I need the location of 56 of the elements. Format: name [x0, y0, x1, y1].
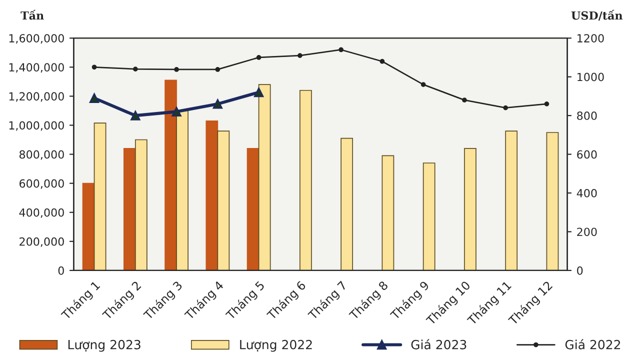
bar: [82, 182, 95, 270]
y-tick-label: 400,000: [19, 208, 64, 218]
bar: [134, 139, 148, 270]
point: [130, 110, 140, 120]
bar: [176, 110, 188, 270]
point: [132, 66, 138, 72]
y2-tick-label: 800: [577, 112, 597, 120]
point: [254, 87, 264, 98]
point: [212, 99, 223, 109]
legend-label: Lượng 2023: [68, 340, 140, 352]
point: [256, 55, 262, 60]
bar: [382, 155, 394, 270]
bar: [340, 138, 353, 270]
point: [380, 58, 385, 64]
bar: [464, 148, 476, 270]
y-tick-label: 1,400,000: [9, 63, 64, 73]
y2-axis-title: USD/tấn: [571, 10, 623, 21]
y2-tick-label: 1200: [578, 34, 604, 42]
bar: [123, 148, 136, 270]
bar: [217, 130, 230, 270]
point: [172, 106, 182, 117]
bar: [505, 130, 518, 270]
y2-tick-label: 400: [576, 188, 597, 198]
point: [420, 82, 426, 88]
bar: [258, 84, 271, 270]
point: [298, 53, 302, 58]
y2-tick-label: 200: [577, 228, 597, 236]
bar: [206, 120, 218, 270]
y-tick-label: 200,000: [20, 237, 64, 247]
legend-label: Lượng 2022: [240, 340, 312, 352]
y-tick-label: 0: [58, 266, 64, 275]
y2-tick-label: 0: [577, 266, 583, 275]
bar: [164, 80, 177, 270]
y-tick-label: 800,000: [19, 150, 64, 160]
y-tick-label: 1,000,000: [9, 121, 64, 131]
point: [462, 98, 467, 102]
point: [544, 102, 550, 106]
point: [215, 67, 220, 72]
y2-tick-label: 600: [577, 150, 597, 159]
y-tick-label: 600,000: [20, 179, 64, 189]
bar: [300, 90, 312, 270]
y-axis-title: Tấn: [20, 10, 44, 20]
bar: [422, 162, 436, 270]
point: [89, 93, 100, 103]
bar: [94, 122, 106, 270]
legend-label: Giá 2022: [565, 339, 620, 350]
y2-tick-label: 1000: [578, 72, 604, 82]
bar: [246, 148, 260, 270]
point: [503, 105, 508, 110]
point: [92, 64, 97, 70]
point: [174, 67, 179, 72]
y-tick-label: 1,200,000: [9, 92, 64, 102]
point: [338, 47, 344, 52]
y-tick-label: 1,600,000: [9, 34, 64, 44]
bar: [546, 132, 559, 270]
legend-label: Giá 2023: [411, 339, 466, 350]
